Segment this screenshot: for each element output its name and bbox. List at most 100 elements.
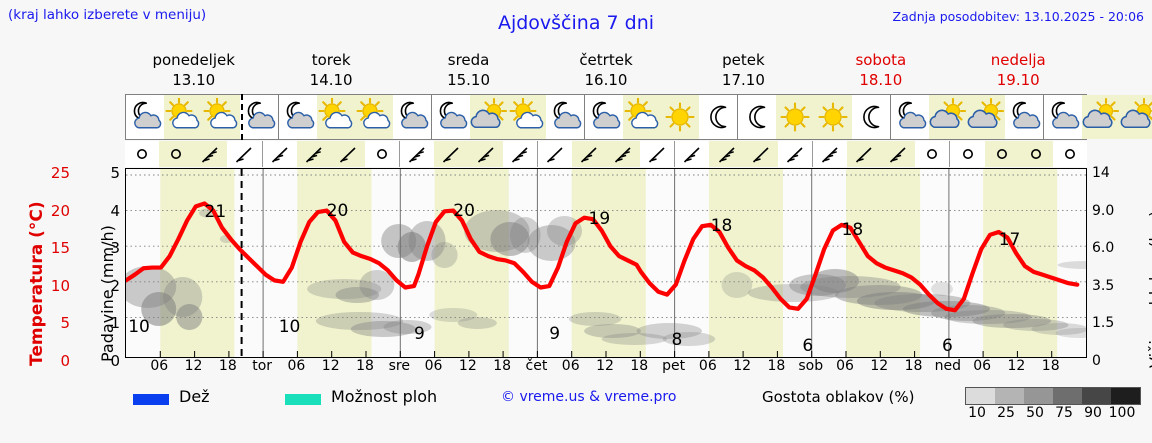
x-axis-label: 12 (733, 358, 752, 374)
legend-swatch-showers (285, 394, 321, 405)
wind-barb-barb (538, 141, 572, 167)
day-name: nedelja (990, 51, 1046, 69)
axis-tick: 25 (50, 164, 70, 182)
axis-tick: 3 (110, 239, 120, 258)
x-axis-label: 18 (904, 358, 923, 374)
x-axis-label: 12 (596, 358, 614, 374)
day-name: četrtek (579, 51, 633, 69)
svg-text:6: 6 (942, 336, 953, 356)
day-header-row: ponedeljek 13.10 torek 14.10 sreda 15.10 četrt… (125, 50, 1087, 92)
sun-cloud-icon (164, 95, 202, 139)
moon-cloud-icon (240, 95, 278, 139)
day-date: 16.10 (584, 71, 628, 89)
temperature-axis-title: Temperatura (°C) (5, 176, 47, 366)
wind-day-2 (400, 141, 538, 167)
moon-icon (699, 95, 737, 139)
wind-barb-barb (263, 141, 297, 167)
cloud-height-axis-title: Višina oblakov (km) (1126, 172, 1152, 372)
x-axis-labels: 06 12 18 tor 06 12 18 sre 06 12 18 čet 06 12 18 pet 06 12… (125, 358, 1087, 380)
svg-text:18: 18 (842, 220, 864, 240)
day-header-4: petek 17.10 (675, 50, 812, 92)
wind-day-0 (125, 141, 263, 167)
wind-barb-barb (468, 141, 503, 167)
cloud-density-tick: 75 (1055, 405, 1073, 421)
axis-tick: 2 (110, 276, 120, 295)
wind-day-4 (675, 141, 813, 167)
weather-icon-strip (125, 94, 1152, 140)
x-axis-label: pet (662, 358, 686, 374)
wind-barb-calm (365, 141, 399, 167)
chart-legend: Dež Možnost ploh © vreme.us & vreme.pro … (125, 387, 1145, 427)
wind-barb-calm (125, 141, 159, 167)
x-axis-label: 12 (458, 358, 477, 374)
icon-day-2 (432, 95, 585, 139)
day-header-3: četrtek 16.10 (537, 50, 674, 92)
moon-icon (852, 95, 890, 139)
menu-hint-text: (kraj lahko izberete v meniju) (8, 7, 207, 23)
temperature-axis-ticks: 25 20 15 10 5 0 (34, 160, 70, 369)
legend-swatch-rain (133, 394, 169, 405)
cloud-sun-icon (470, 95, 508, 139)
cloud-density-tick: 90 (1084, 405, 1102, 421)
cloud-density-step-2 (1024, 388, 1053, 404)
svg-text:8: 8 (672, 330, 683, 350)
wind-barb-calm (950, 141, 984, 167)
wind-barb-barb (743, 141, 778, 167)
x-axis-label: 06 (424, 358, 443, 374)
cloud-density-step-0 (966, 388, 995, 404)
wind-barb-barb (330, 141, 365, 167)
wind-barb-barb (881, 141, 916, 167)
wind-barb-barb (296, 141, 331, 167)
svg-text:20: 20 (327, 201, 349, 221)
x-axis-label: tor (252, 358, 273, 374)
icon-day-5 (891, 95, 1044, 139)
moon-cloud-icon (432, 95, 470, 139)
sun-cloud-icon (202, 95, 240, 139)
wind-barb-barb (813, 141, 847, 167)
wind-day-1 (263, 141, 401, 167)
x-axis-label: sre (388, 358, 410, 374)
day-date: 19.10 (996, 71, 1040, 89)
cloud-sun-icon (967, 95, 1005, 139)
icon-day-4 (738, 95, 891, 139)
wind-barb-calm (915, 141, 949, 167)
wind-barb-calm (1053, 141, 1087, 167)
wind-barb-barb (571, 141, 607, 167)
svg-text:6: 6 (802, 336, 813, 356)
day-header-2: sreda 15.10 (400, 50, 537, 92)
axis-tick: 9.0 (1092, 202, 1115, 219)
moon-cloud-icon (126, 95, 164, 139)
day-date: 15.10 (447, 71, 491, 89)
cloud-sun-icon (929, 95, 967, 139)
axis-tick: 10 (50, 276, 70, 295)
copyright-link[interactable]: © vreme.us & vreme.pro (501, 389, 677, 405)
svg-text:17: 17 (999, 230, 1021, 250)
day-header-5: sobota 18.10 (812, 50, 949, 92)
wind-barb-barb (503, 141, 537, 167)
icon-day-6 (1044, 95, 1152, 139)
moon-cloud-icon (393, 95, 431, 139)
cloud-density-tick: 100 (1108, 405, 1136, 421)
wind-barb-calm (159, 141, 194, 167)
weather-plot-area: 10 21 10 20 9 20 9 19 8 18 6 18 6 17 (125, 168, 1087, 358)
x-axis-label: 06 (973, 358, 992, 374)
svg-text:18: 18 (711, 216, 733, 236)
sun-cloud-icon (317, 95, 355, 139)
moon-cloud-icon (1005, 95, 1043, 139)
x-axis-label: čet (525, 358, 548, 374)
wind-day-6 (950, 141, 1087, 167)
icon-day-0 (126, 95, 279, 139)
x-axis-label: 06 (150, 358, 169, 374)
cloud-density-tick: 25 (997, 405, 1015, 421)
day-header-0: ponedeljek 13.10 (125, 50, 262, 92)
cloud-density-step-1 (995, 388, 1024, 404)
x-axis-label: 18 (767, 358, 786, 374)
wind-barb-barb (434, 141, 469, 167)
cloud-height-axis-ticks: 14 9.0 6.0 3.5 1.5 0 (1092, 160, 1128, 368)
day-name: torek (311, 51, 351, 69)
last-update-text: Zadnja posodobitev: 13.10.2025 - 20:06 (892, 9, 1144, 24)
wind-barb-barb (193, 141, 228, 167)
current-time-marker-icons (241, 94, 243, 140)
x-axis-label: 12 (321, 358, 340, 374)
wind-barb-barb (606, 141, 641, 167)
